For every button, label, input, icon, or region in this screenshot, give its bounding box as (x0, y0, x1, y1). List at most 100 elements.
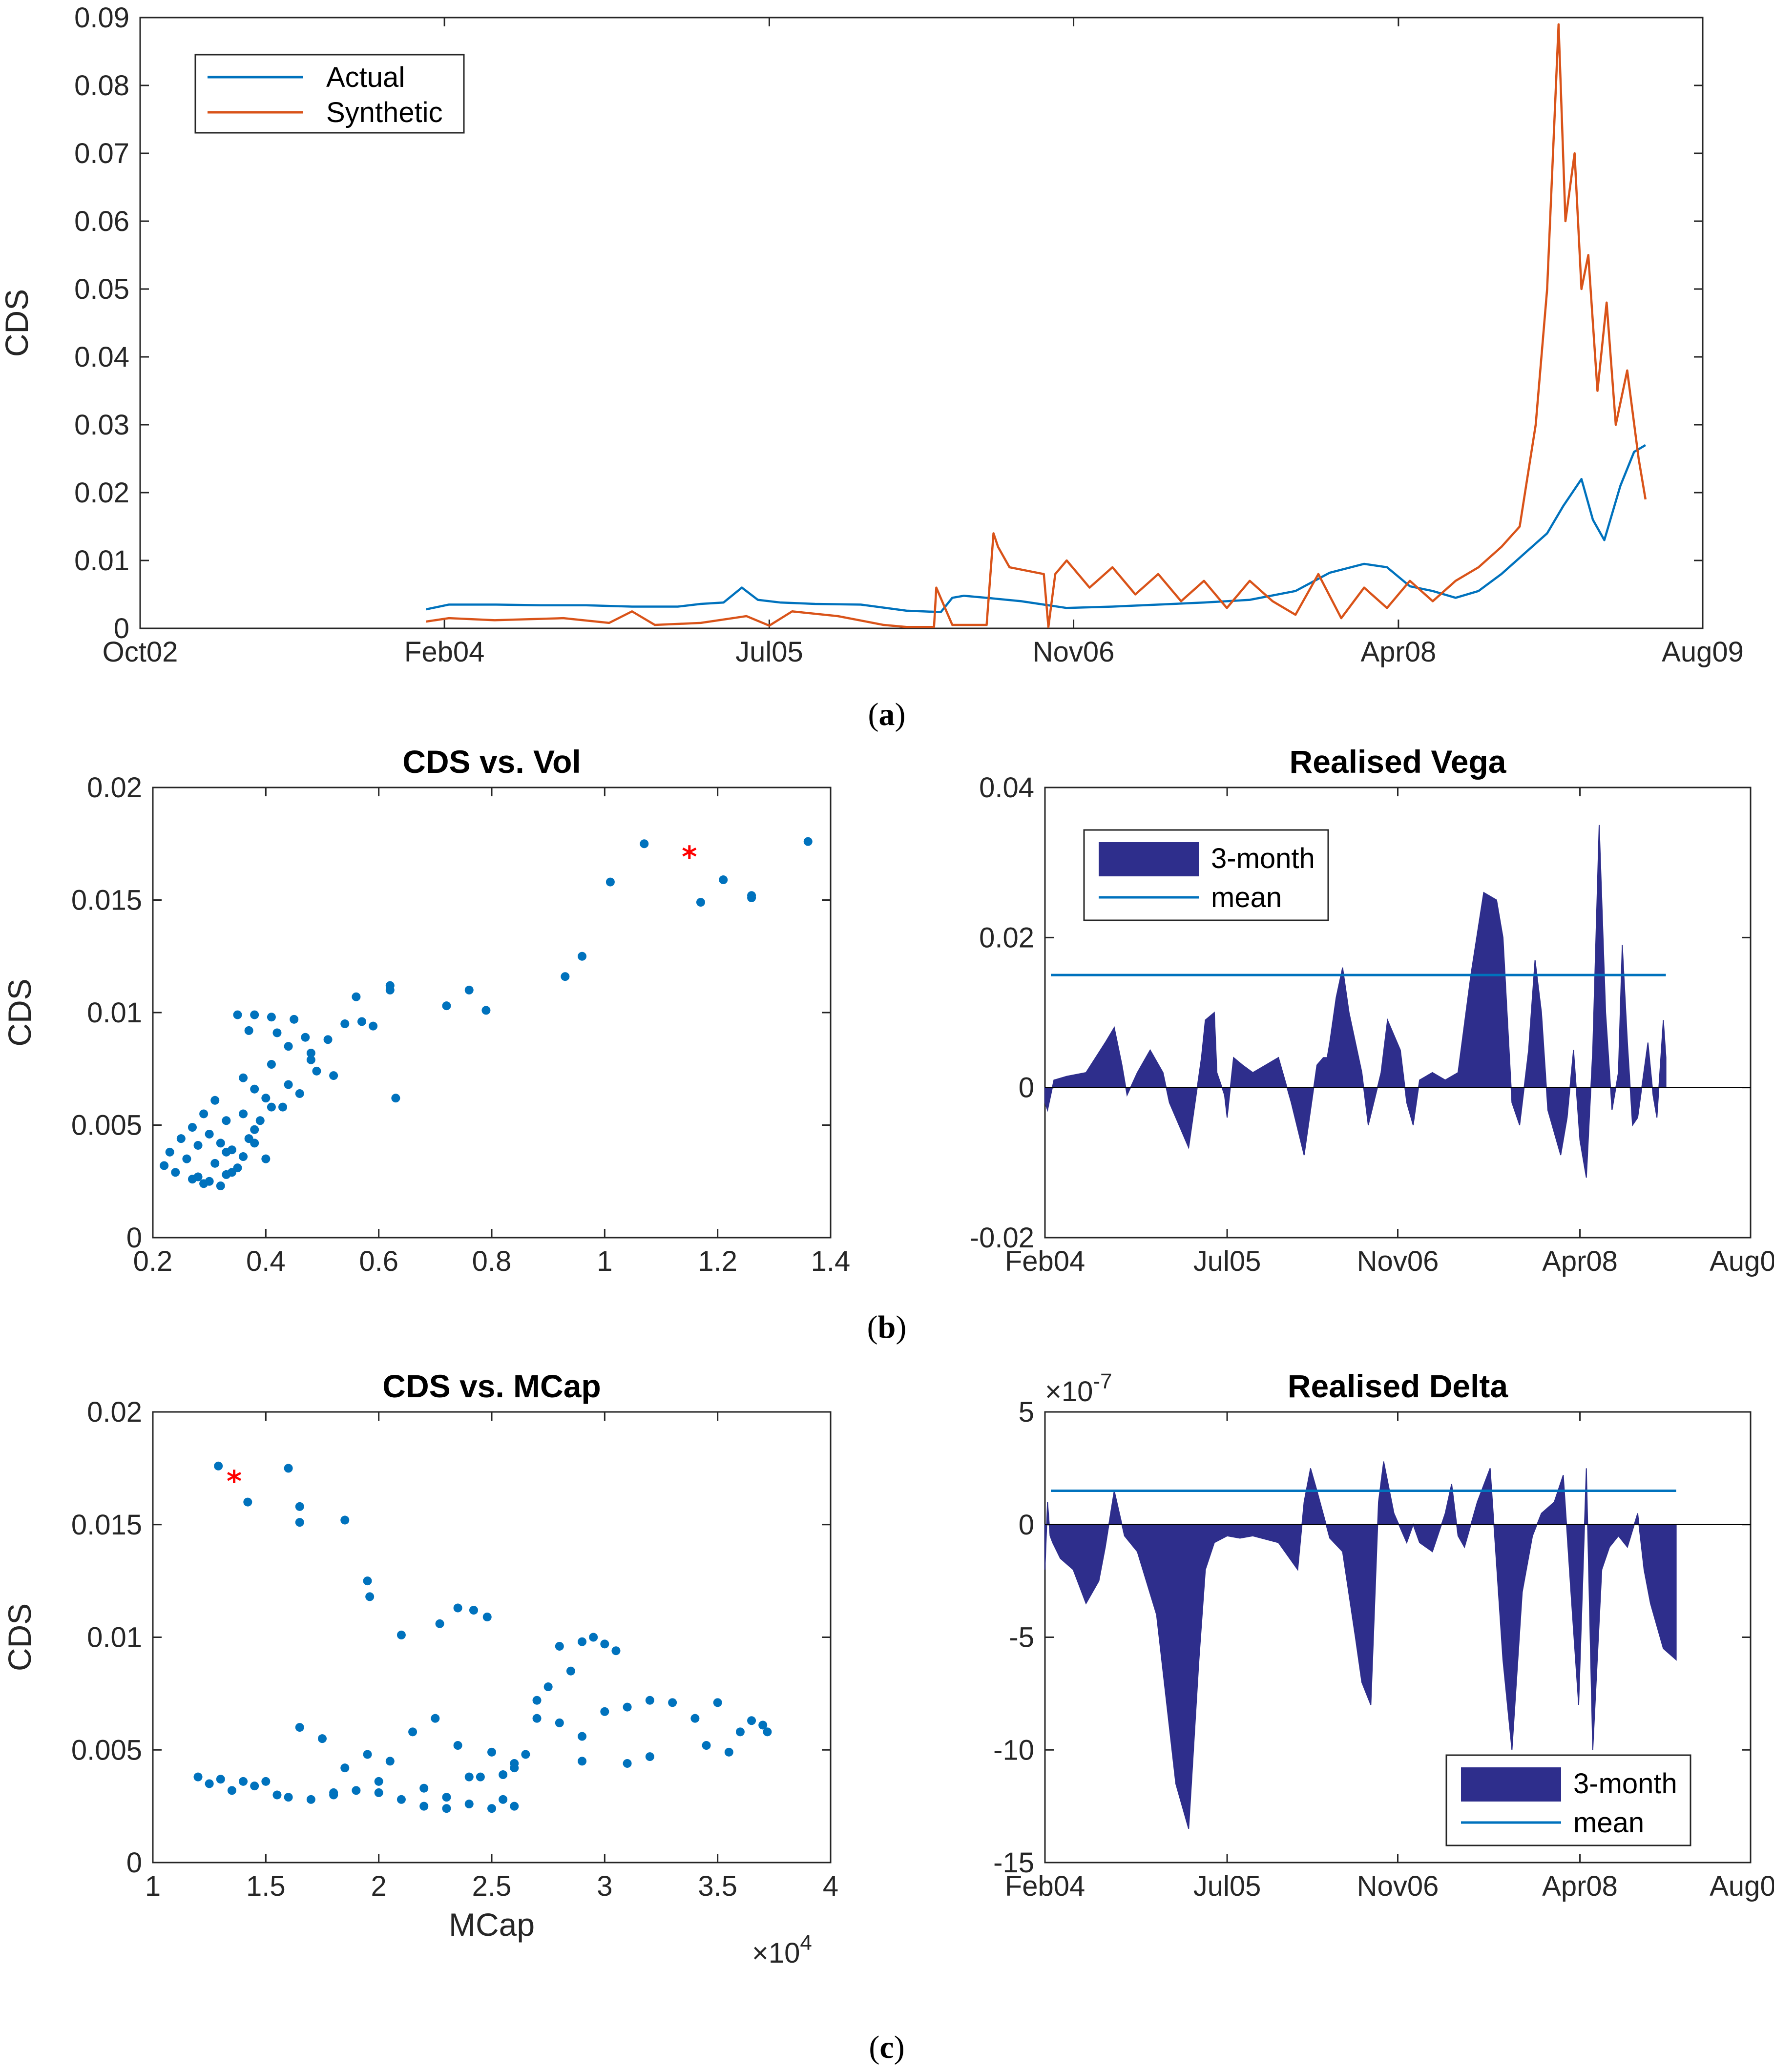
scatter-point (323, 1035, 333, 1044)
y-tick-label: 0.02 (979, 922, 1034, 953)
scatter-point (645, 1696, 654, 1705)
scatter-point (352, 992, 361, 1001)
x-tick-label: 3.5 (698, 1870, 737, 1902)
legend-label-synthetic: Synthetic (326, 97, 443, 128)
scatter-point (481, 1006, 491, 1015)
scatter-point (227, 1168, 236, 1177)
scatter-point (487, 1747, 496, 1757)
scatter-point (250, 1782, 259, 1791)
scatter-point (702, 1741, 711, 1750)
scatter-point (250, 1139, 259, 1148)
y-axis-label: CDS (1, 978, 38, 1046)
scatter-point (435, 1619, 444, 1628)
scatter-point (284, 1080, 293, 1089)
y-tick-label: -10 (993, 1734, 1034, 1766)
scatter-point (735, 1727, 745, 1737)
scatter-point (623, 1759, 632, 1768)
scatter-point (278, 1102, 288, 1112)
y-tick-label: 0.005 (71, 1734, 142, 1766)
caption-a: (a) (868, 697, 906, 732)
scatter-point (578, 1757, 587, 1766)
scatter-point (600, 1639, 609, 1649)
scatter-point (442, 1793, 451, 1802)
scatter-point (340, 1515, 350, 1525)
scatter-point (261, 1154, 271, 1163)
x-tick-label: Jul05 (735, 636, 803, 668)
legend-swatch-3-month (1461, 1767, 1561, 1802)
scatter-point (645, 1752, 654, 1761)
y-tick-label: 0.02 (74, 477, 129, 509)
x-tick-label: Apr08 (1542, 1245, 1618, 1277)
legend-box (194, 54, 465, 134)
scatter-point (555, 1641, 564, 1651)
y-tick-label: -5 (1009, 1622, 1034, 1654)
chart-title: Realised Vega (1290, 744, 1507, 780)
x-tick-label: Nov06 (1357, 1870, 1439, 1902)
scatter-point (747, 1716, 756, 1725)
scatter-point (255, 1116, 265, 1125)
scatter-point (284, 1464, 293, 1473)
legend-swatch-3-month (1099, 842, 1199, 876)
scatter-point (261, 1094, 271, 1103)
scatter-point (543, 1682, 553, 1692)
x-tick-label: Aug09 (1710, 1870, 1774, 1902)
x-tick-label: Nov06 (1033, 636, 1115, 668)
scatter-point (476, 1772, 485, 1782)
scatter-point (301, 1033, 310, 1042)
scatter-point (532, 1714, 542, 1723)
scatter-point (188, 1175, 197, 1184)
scatter-point (222, 1116, 231, 1125)
x-tick-label: Jul05 (1193, 1870, 1261, 1902)
x-axis-label: MCap (449, 1906, 535, 1943)
scatter-point (431, 1714, 440, 1723)
scatter-point (363, 1576, 372, 1586)
series-line-actual (426, 444, 1647, 613)
y-tick-label: 0.05 (74, 273, 129, 305)
scatter-point (713, 1698, 722, 1707)
scatter-point (171, 1168, 180, 1177)
y-tick-label: 0.02 (87, 1396, 142, 1428)
scatter-point (295, 1723, 304, 1732)
scatter-point (306, 1055, 315, 1064)
scatter-point (295, 1518, 304, 1527)
scatter-point (205, 1779, 214, 1788)
x-tick-label: 0.4 (246, 1245, 286, 1277)
x-tick-label: Jul05 (1193, 1245, 1261, 1277)
legend-label-3-month: 3-month (1573, 1768, 1677, 1800)
caption-c: (c) (869, 2030, 904, 2065)
scatter-point (216, 1775, 225, 1784)
scatter-point (385, 1757, 395, 1766)
scatter-point (188, 1123, 197, 1132)
scatter-point (464, 985, 474, 995)
y-tick-label: 0.03 (74, 409, 129, 441)
scatter-point (397, 1795, 406, 1804)
scatter-point (243, 1497, 252, 1507)
scatter-point (216, 1139, 225, 1148)
scatter-point (312, 1066, 321, 1076)
y-tick-label: 0 (126, 1847, 142, 1879)
x-tick-label: 1.2 (698, 1245, 737, 1277)
y-tick-label: 0.04 (979, 772, 1034, 804)
chart-title: Realised Delta (1288, 1368, 1508, 1404)
x-tick-label: Aug09 (1710, 1245, 1774, 1277)
scatter-point (199, 1109, 209, 1119)
scatter-point (600, 1707, 609, 1716)
scatter-point (499, 1770, 508, 1780)
scatter-point (239, 1152, 248, 1161)
x-tick-label: Oct02 (103, 636, 178, 668)
scatter-point (357, 1017, 366, 1026)
scatter-point (210, 1096, 220, 1105)
scatter-point (272, 1028, 282, 1037)
scatter-point (510, 1802, 519, 1811)
area-series-3-month (1044, 1461, 1677, 1829)
scatter-point (369, 1021, 378, 1031)
scatter-point (464, 1800, 474, 1809)
x-tick-label: Nov06 (1357, 1245, 1439, 1277)
scatter-point (363, 1750, 372, 1759)
scatter-point (532, 1696, 542, 1705)
scatter-point (482, 1612, 492, 1621)
scatter-point (442, 1001, 451, 1011)
y-tick-label: 0.01 (87, 1622, 142, 1654)
y-tick-label: 0.08 (74, 70, 129, 102)
scatter-point (214, 1461, 223, 1471)
